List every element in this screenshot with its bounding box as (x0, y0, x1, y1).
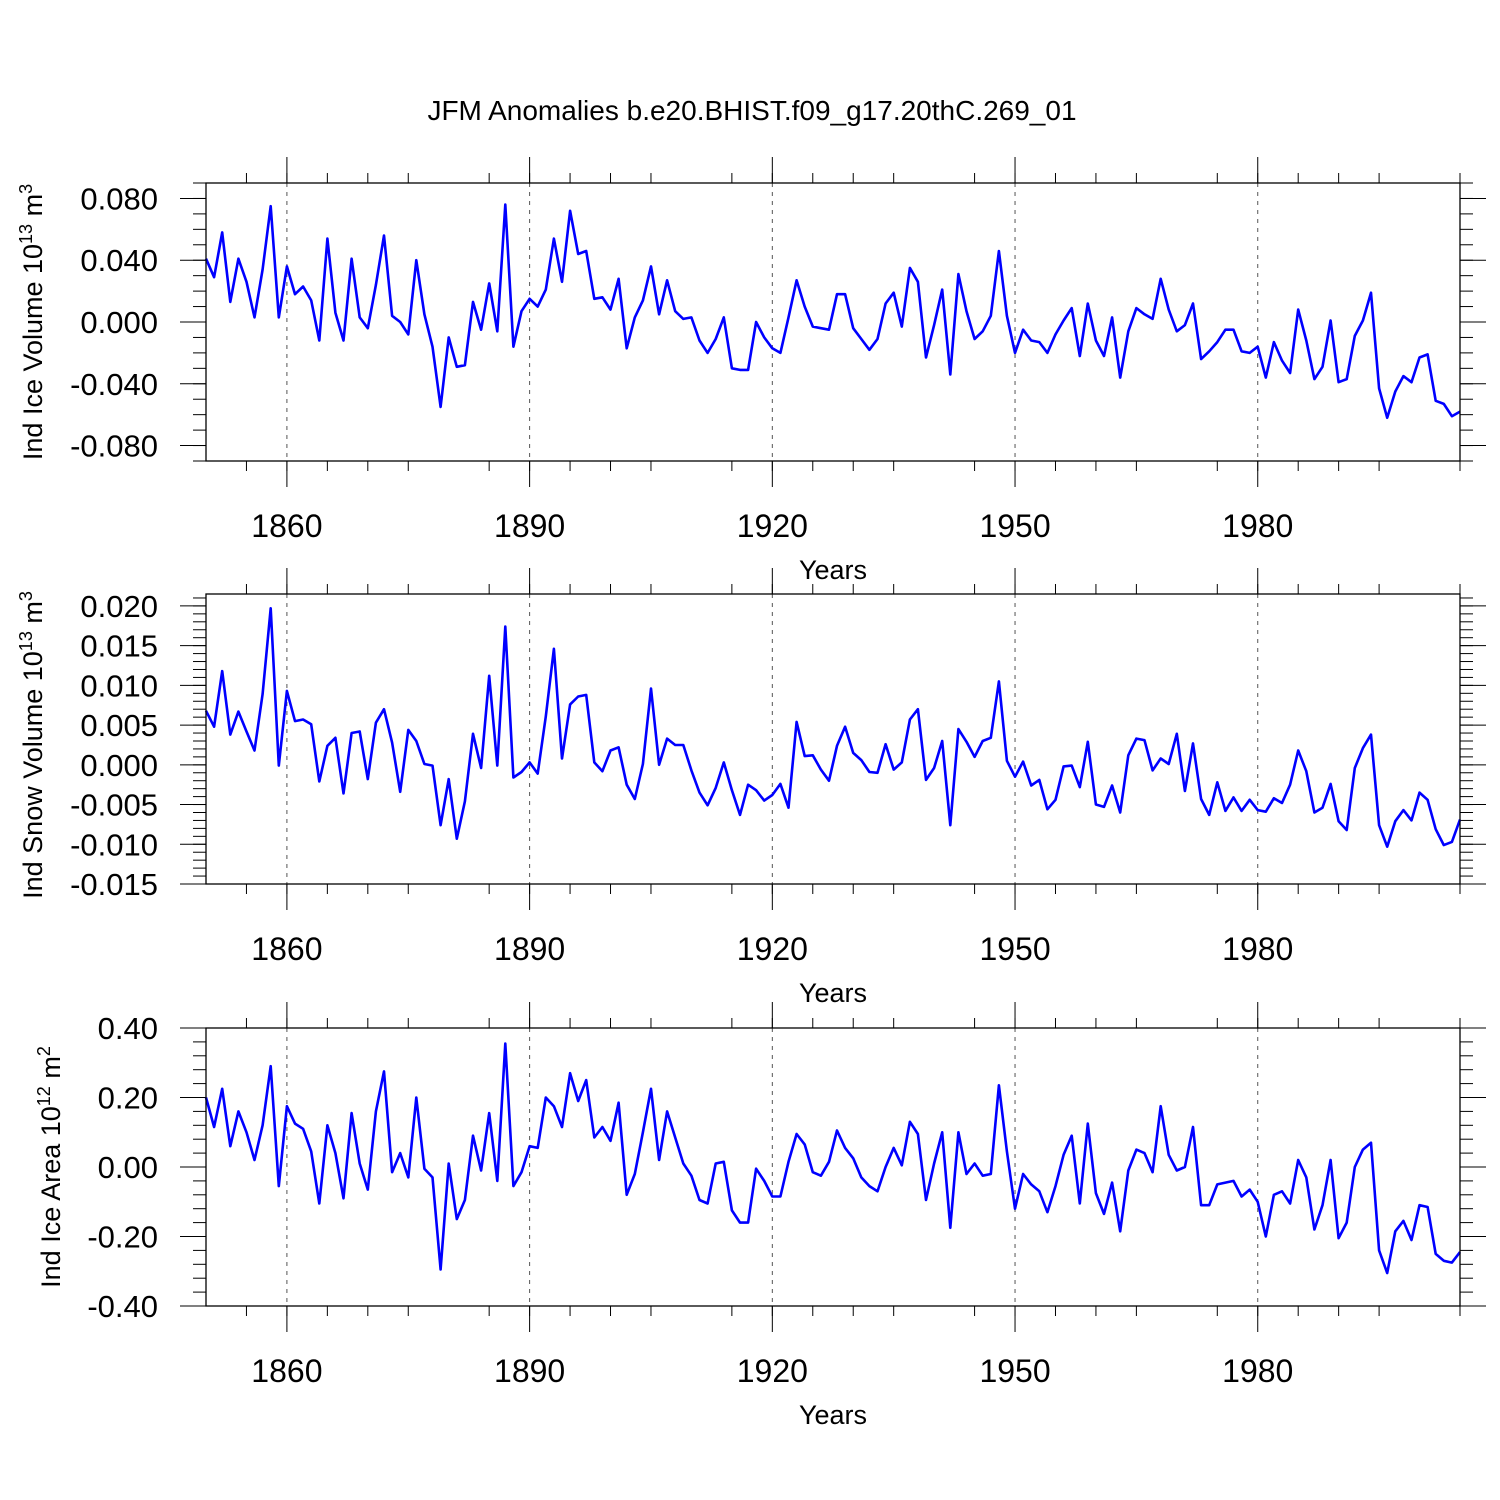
y-axis-label-exponent: 13 (16, 631, 36, 651)
y-axis-label-unit: m (18, 194, 48, 224)
y-tick-label: 0.000 (80, 748, 158, 783)
y-axis-label-unit-exponent: 3 (16, 184, 36, 194)
panel-ice-area: 1860 1890 1920 1950 1980 0.40 0.20 0.00 -0.20 -0.… (34, 1002, 1486, 1430)
svg-text:Ind Ice Area 1012 m2: Ind Ice Area 1012 m2 (34, 1046, 66, 1288)
y-axis-label-unit-exponent: 2 (34, 1046, 54, 1056)
y-tick-label: -0.080 (70, 429, 158, 464)
data-series-line (204, 1042, 1462, 1275)
y-tick-label: 0.015 (80, 629, 158, 664)
panel-ice-volume: 1860 1890 1920 1950 1980 0.080 0.040 0.000 -0.04… (16, 157, 1486, 585)
y-axis-label-exponent: 12 (34, 1086, 54, 1106)
y-tick-label: 0.010 (80, 668, 158, 703)
y-tick-label: -0.20 (87, 1220, 158, 1255)
y-axis-label-unit: m (36, 1056, 66, 1086)
plot-frame (205, 593, 1461, 885)
x-tick-label: 1890 (494, 508, 565, 544)
y-axis-label-main: Ind Ice Volume 10 (18, 244, 48, 460)
y-tick-label: -0.005 (70, 788, 158, 823)
svg-text:Ind Ice Volume 1013 m3: Ind Ice Volume 1013 m3 (16, 184, 48, 460)
y-axis-label: Ind Ice Volume 1013 m3 (16, 184, 48, 460)
y-axis-label-unit: m (18, 601, 48, 631)
y-axis-label: Ind Snow Volume 1013 m3 (16, 591, 48, 899)
svg-text:Ind Snow Volume 1013 m3: Ind Snow Volume 1013 m3 (16, 591, 48, 899)
x-axis-label: Years (799, 978, 867, 1008)
x-tick-label: 1860 (251, 1353, 322, 1389)
y-axis-label-main: Ind Ice Area 10 (36, 1106, 66, 1288)
y-tick-label: 0.005 (80, 708, 158, 743)
y-axis-label-unit-exponent: 3 (16, 591, 36, 601)
plot-frame (205, 1027, 1461, 1307)
y-tick-label: 0.20 (98, 1081, 158, 1116)
y-tick-label: 0.020 (80, 589, 158, 624)
y-axis-label-exponent: 13 (16, 224, 36, 244)
x-tick-label: 1860 (251, 508, 322, 544)
x-axis-label: Years (799, 1400, 867, 1430)
plot-frame (205, 182, 1461, 462)
panel-snow-volume: 1860 1890 1920 1950 1980 0.020 0.015 0.010 0.005… (16, 568, 1486, 1008)
y-tick-label: 0.40 (98, 1011, 158, 1046)
x-tick-label: 1920 (737, 1353, 808, 1389)
y-tick-label: -0.015 (70, 867, 158, 902)
chart-title: JFM Anomalies b.e20.BHIST.f09_g17.20thC.… (427, 95, 1076, 126)
x-tick-label: 1920 (737, 508, 808, 544)
y-tick-label: 0.000 (80, 305, 158, 340)
y-tick-label: 0.00 (98, 1150, 158, 1185)
x-tick-label: 1980 (1222, 1353, 1293, 1389)
x-tick-label: 1950 (979, 931, 1050, 967)
y-tick-label: -0.40 (87, 1289, 158, 1324)
x-tick-label: 1950 (979, 508, 1050, 544)
y-axis-label: Ind Ice Area 1012 m2 (34, 1046, 66, 1288)
y-tick-label: 0.080 (80, 181, 158, 216)
x-tick-label: 1920 (737, 931, 808, 967)
data-series-line (204, 203, 1461, 420)
data-series-line (204, 606, 1462, 849)
x-tick-label: 1890 (494, 931, 565, 967)
x-tick-label: 1980 (1222, 508, 1293, 544)
x-tick-label: 1980 (1222, 931, 1293, 967)
x-tick-label: 1950 (979, 1353, 1050, 1389)
y-axis-label-main: Ind Snow Volume 10 (18, 651, 48, 899)
x-tick-label: 1860 (251, 931, 322, 967)
x-tick-label: 1890 (494, 1353, 565, 1389)
x-axis-label: Years (799, 555, 867, 585)
y-tick-label: -0.040 (70, 367, 158, 402)
y-tick-label: -0.010 (70, 827, 158, 862)
y-tick-label: 0.040 (80, 243, 158, 278)
